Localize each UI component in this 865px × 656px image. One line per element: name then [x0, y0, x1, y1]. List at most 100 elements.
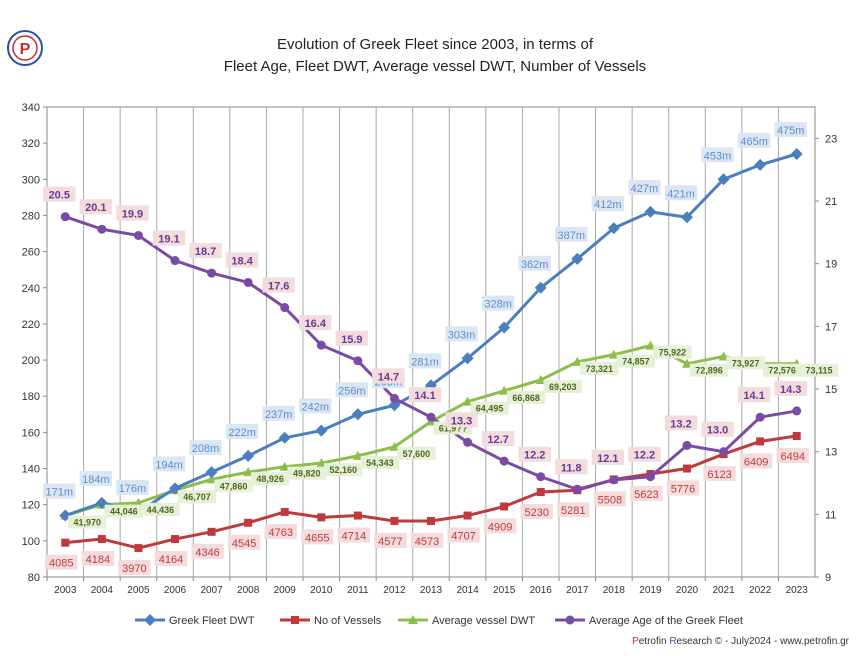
average-age-of-the-greek-fleet-point	[353, 356, 363, 366]
average-age-of-the-greek-fleet-point	[316, 340, 326, 350]
greek-fleet-dwt-data-label-bg	[737, 132, 771, 148]
average-age-of-the-greek-fleet-data-label-bg	[408, 387, 442, 403]
average-vessel-dwt-point	[499, 385, 510, 395]
x-axis-tick-label: 2006	[164, 585, 187, 596]
x-axis-tick-label: 2022	[749, 585, 772, 596]
left-axis-tick-label: 80	[28, 572, 40, 584]
average-vessel-dwt-data-label-bg	[799, 363, 839, 377]
average-age-of-the-greek-fleet-point	[243, 277, 253, 287]
average-age-of-the-greek-fleet-data-label: 13.2	[670, 418, 691, 430]
average-age-of-the-greek-fleet-point	[207, 268, 217, 278]
average-vessel-dwt-data-label: 75,922	[659, 348, 687, 358]
no-of-vessels-data-label: 5281	[561, 505, 585, 517]
average-age-of-the-greek-fleet-data-label: 15.9	[341, 334, 362, 346]
no-of-vessels-data-label: 6494	[780, 451, 804, 463]
average-age-of-the-greek-fleet-data-label-bg	[189, 243, 222, 259]
no-of-vessels-data-label-bg	[81, 551, 115, 567]
greek-fleet-dwt-data-label: 256m	[338, 385, 366, 397]
average-vessel-dwt-data-label: 69,203	[549, 382, 577, 392]
no-of-vessels-point	[97, 535, 106, 544]
legend-marker	[408, 615, 418, 624]
average-age-of-the-greek-fleet-data-label-bg	[664, 415, 698, 431]
average-vessel-dwt-data-label: 52,160	[330, 465, 358, 475]
greek-fleet-dwt-point	[205, 466, 218, 479]
no-of-vessels-data-label-bg	[630, 485, 663, 501]
average-vessel-dwt-data-label-bg	[470, 401, 509, 415]
x-axis-tick-label: 2007	[200, 585, 223, 596]
no-of-vessels-point	[756, 437, 765, 446]
no-of-vessels-data-label: 4909	[488, 522, 512, 534]
no-of-vessels-point	[500, 502, 509, 511]
no-of-vessels-data-label: 4346	[195, 547, 219, 559]
average-vessel-dwt-data-label: 73,321	[586, 364, 614, 374]
no-of-vessels-data-label: 4164	[159, 554, 183, 566]
no-of-vessels-data-label-bg	[45, 554, 78, 570]
no-of-vessels-point	[683, 464, 691, 473]
average-age-of-the-greek-fleet-point	[645, 472, 655, 482]
footer-credit: Petrofin Research © - July2024 - www.pet…	[632, 636, 849, 647]
average-vessel-dwt-data-label: 74,857	[622, 357, 650, 367]
x-axis-tick-label: 2010	[310, 585, 333, 596]
x-axis-tick-label: 2004	[91, 585, 114, 596]
average-vessel-dwt-data-label-bg	[214, 479, 253, 493]
average-vessel-dwt-data-label-bg	[506, 390, 546, 404]
average-age-of-the-greek-fleet-data-label-bg	[79, 199, 113, 215]
no-of-vessels-data-label: 4577	[378, 536, 402, 548]
greek-fleet-dwt-data-label: 475m	[777, 125, 805, 137]
no-of-vessels-point	[280, 507, 289, 516]
average-age-of-the-greek-fleet-point	[609, 475, 619, 485]
x-axis-tick-label: 2015	[493, 585, 516, 596]
average-age-of-the-greek-fleet-data-label-bg	[335, 330, 369, 346]
left-axis-tick-label: 100	[22, 536, 40, 548]
average-vessel-dwt-data-label: 46,707	[183, 492, 211, 502]
average-vessel-dwt-data-label-bg	[543, 379, 582, 393]
average-vessel-dwt-data-label: 44,046	[110, 507, 138, 517]
average-age-of-the-greek-fleet-data-label-bg	[591, 449, 625, 465]
greek-fleet-dwt-data-label-bg	[335, 382, 369, 398]
average-vessel-dwt-data-label-bg	[762, 363, 802, 377]
average-age-of-the-greek-fleet-data-label: 12.2	[524, 450, 545, 462]
average-vessel-dwt-point	[352, 450, 363, 460]
left-axis-tick-label: 260	[22, 247, 40, 259]
no-of-vessels-data-label: 4085	[49, 558, 73, 570]
right-axis-tick-label: 9	[825, 572, 831, 584]
average-age-of-the-greek-fleet-data-label: 12.1	[597, 453, 618, 465]
no-of-vessels-data-label-bg	[557, 502, 590, 518]
average-age-of-the-greek-fleet-data-label: 13.0	[707, 425, 728, 437]
average-age-of-the-greek-fleet-data-label-bg	[518, 446, 551, 462]
average-age-of-the-greek-fleet-data-label: 14.1	[743, 390, 764, 402]
average-age-of-the-greek-fleet-point	[170, 256, 180, 266]
no-of-vessels-data-label: 4763	[268, 527, 292, 539]
no-of-vessels-data-label-bg	[703, 466, 736, 482]
x-axis-tick-label: 2012	[383, 585, 406, 596]
average-vessel-dwt-data-label-bg	[360, 455, 400, 469]
no-of-vessels-data-label: 4184	[86, 554, 110, 566]
no-of-vessels-point	[463, 511, 472, 520]
no-of-vessels-data-label-bg	[118, 560, 151, 576]
no-of-vessels-data-label-bg	[337, 527, 371, 543]
average-age-of-the-greek-fleet-data-label-bg	[445, 412, 478, 428]
no-of-vessels-data-label: 5623	[634, 489, 658, 501]
no-of-vessels-point	[171, 535, 179, 544]
average-vessel-dwt-data-label-bg	[141, 502, 180, 516]
greek-fleet-dwt-data-label-bg	[299, 398, 332, 414]
no-of-vessels-point	[792, 432, 801, 440]
x-axis-tick-label: 2021	[712, 585, 735, 596]
average-vessel-dwt-point	[645, 340, 656, 350]
greek-fleet-dwt-point	[461, 352, 474, 365]
left-axis-tick-label: 220	[22, 319, 40, 331]
no-of-vessels-data-label-bg	[666, 480, 700, 496]
average-vessel-dwt-data-label-bg	[287, 466, 326, 480]
x-axis-tick-label: 2020	[676, 585, 699, 596]
no-of-vessels-data-label-bg	[410, 532, 444, 548]
right-axis-tick-label: 21	[825, 196, 837, 208]
average-vessel-dwt-point	[316, 458, 327, 468]
average-age-of-the-greek-fleet-data-label: 16.4	[305, 318, 327, 330]
greek-fleet-dwt-data-label-bg	[79, 470, 113, 486]
average-age-of-the-greek-fleet-data-label-bg	[628, 446, 661, 462]
average-age-of-the-greek-fleet-point	[426, 412, 436, 422]
no-of-vessels-data-label: 4714	[342, 531, 366, 543]
greek-fleet-dwt-data-label: 421m	[667, 188, 695, 200]
average-age-of-the-greek-fleet-point	[60, 212, 70, 222]
